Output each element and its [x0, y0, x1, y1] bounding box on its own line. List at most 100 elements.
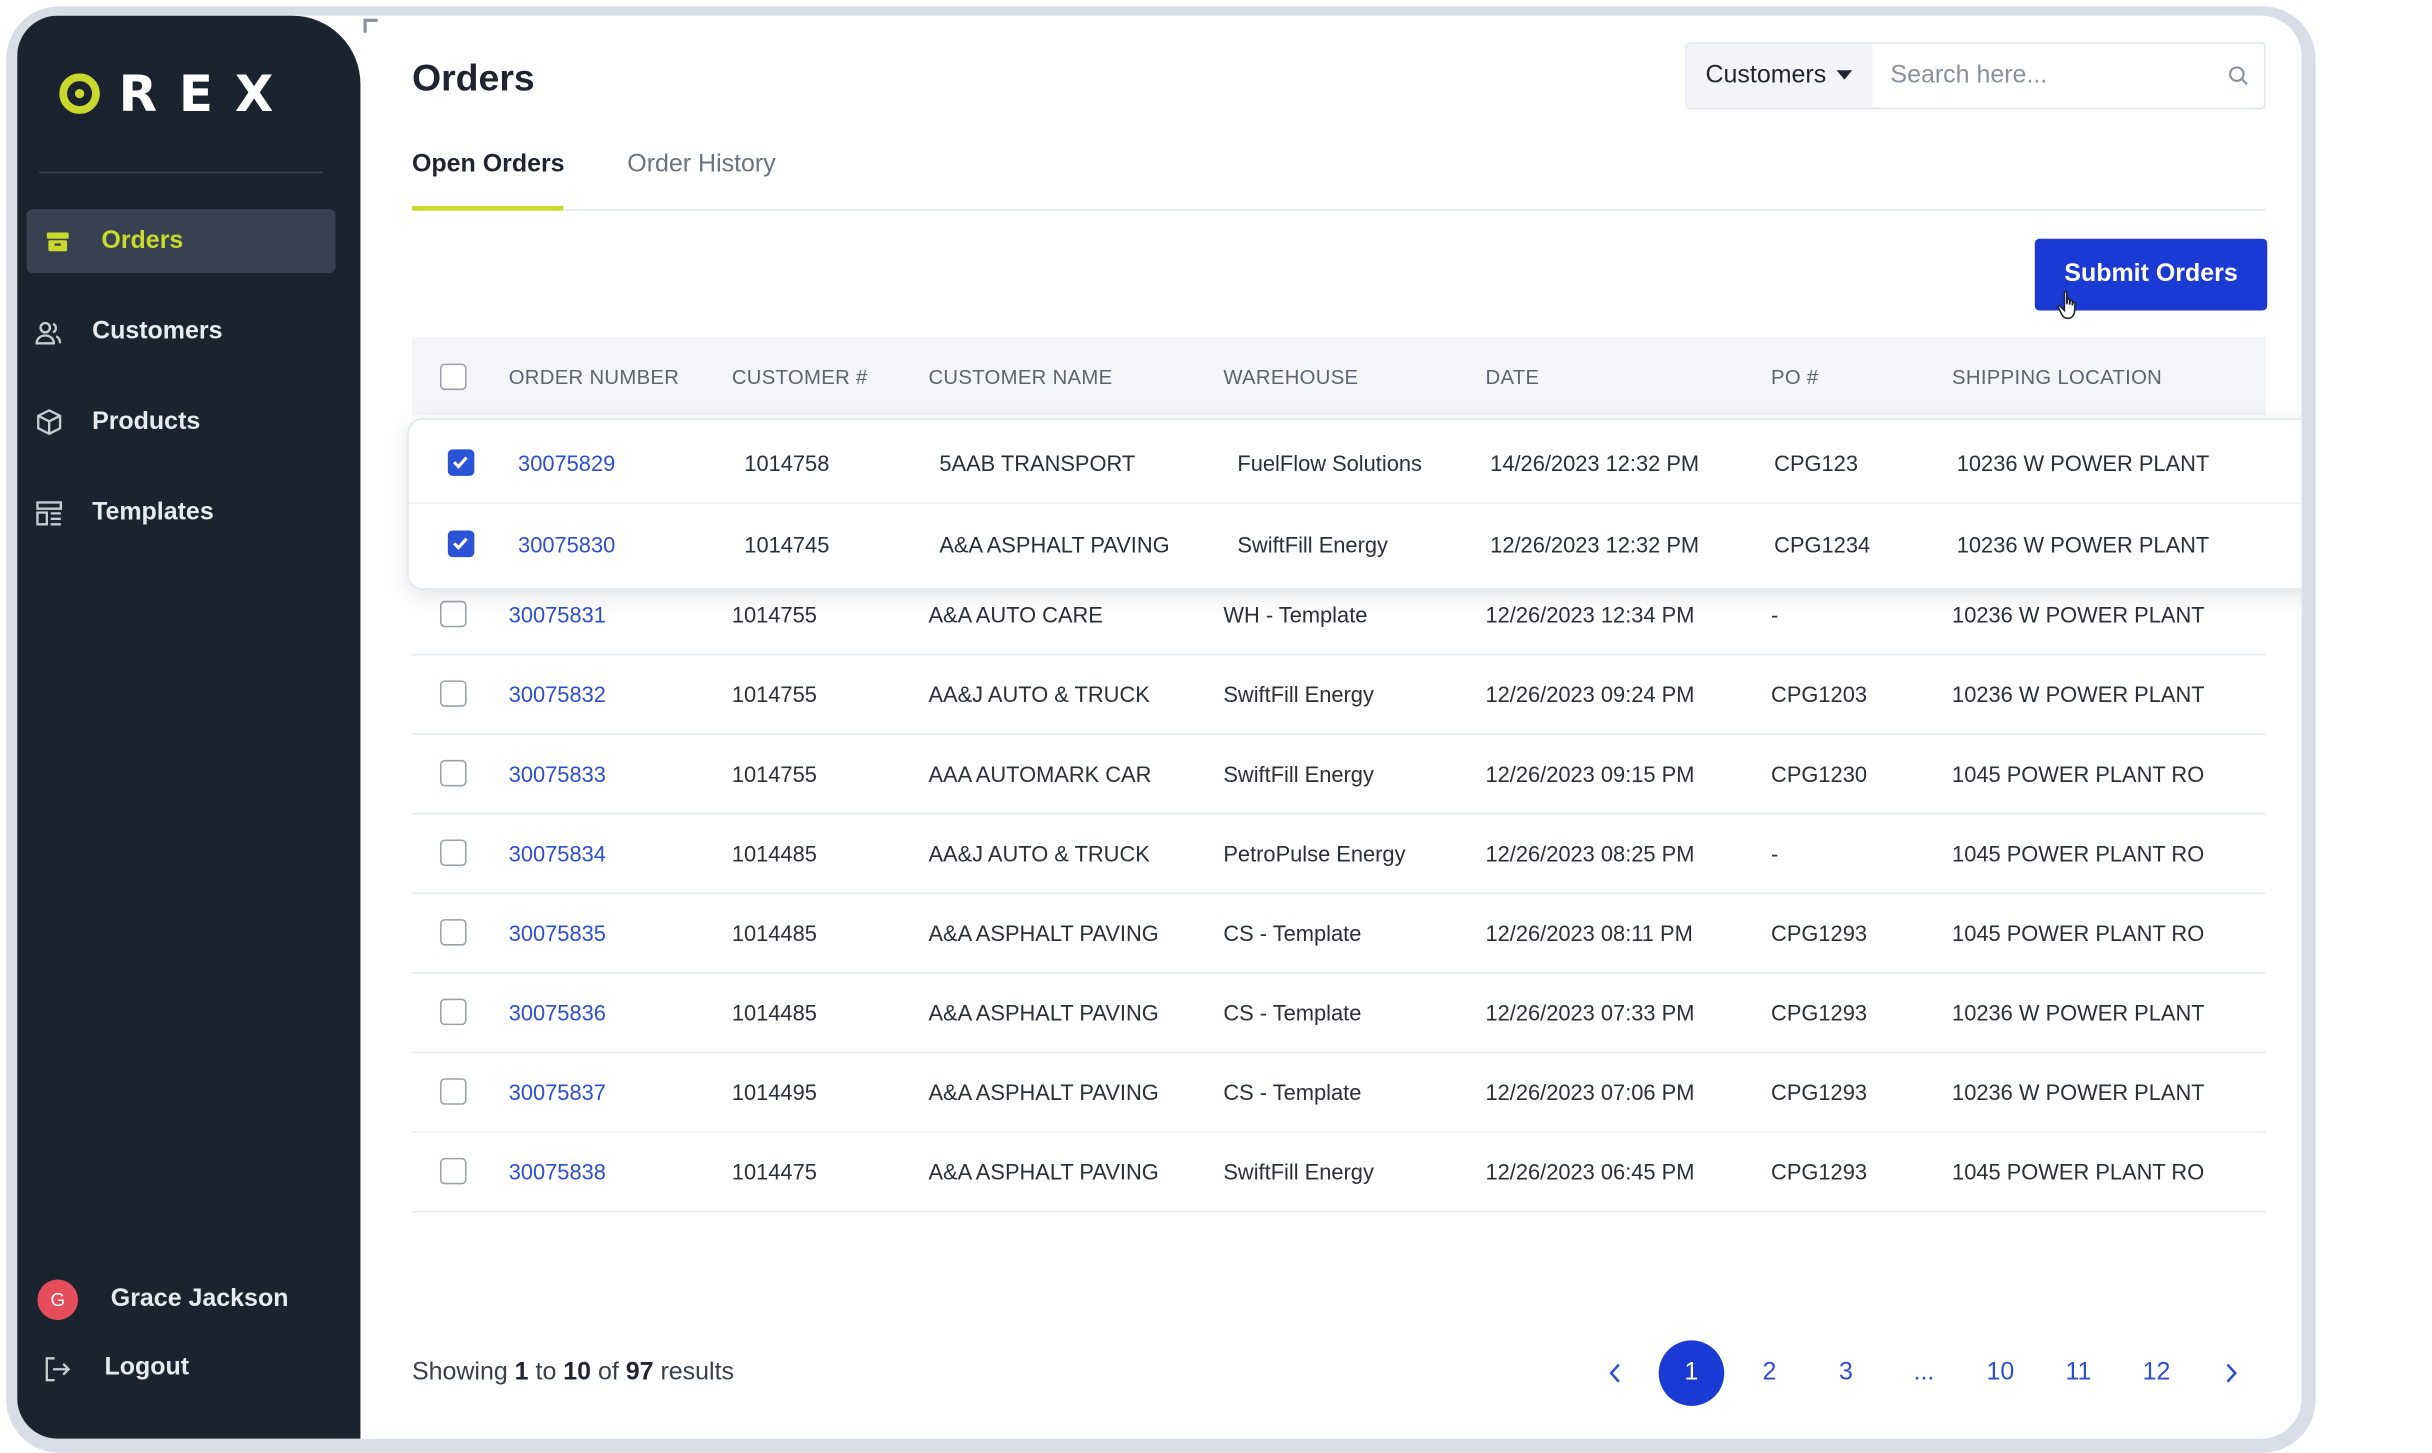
order-number-link[interactable]: 30075835: [508, 920, 606, 946]
order-number-link[interactable]: 30075836: [508, 1000, 606, 1026]
row-checkbox-checked[interactable]: [447, 530, 475, 558]
to-label: to: [535, 1359, 557, 1386]
customer-number: 1014485: [731, 1000, 817, 1026]
customer-number: 1014495: [731, 1079, 817, 1105]
results-summary: Showing 1 to 10 of 97 results: [412, 1359, 734, 1387]
table-row[interactable]: 30075838 1014475 A&A ASPHALT PAVING Swif…: [411, 1133, 2266, 1213]
customer-name: 5AAB TRANSPORT: [939, 450, 1136, 476]
order-date: 12/26/2023 12:32 PM: [1490, 532, 1700, 558]
shipping-location: 1045 POWER PLANT RO: [1952, 761, 2205, 787]
sidebar-item-label: Templates: [92, 498, 214, 526]
search-input[interactable]: [1871, 43, 2214, 108]
po-number: CPG1203: [1771, 681, 1867, 707]
orders-icon: [42, 225, 73, 256]
row-checkbox[interactable]: [440, 759, 467, 787]
app-logo[interactable]: REX: [59, 64, 295, 123]
sidebar-item-customers[interactable]: Customers: [27, 300, 336, 364]
page-button-active[interactable]: 1: [1658, 1340, 1725, 1406]
po-number: CPG1293: [1771, 1079, 1867, 1105]
customer-number: 1014475: [731, 1159, 817, 1185]
column-header[interactable]: PO #: [1771, 365, 1819, 389]
row-checkbox[interactable]: [440, 839, 467, 867]
table-row[interactable]: 30075837 1014495 A&A ASPHALT PAVING CS -…: [411, 1053, 2266, 1133]
customer-name: AA&J AUTO & TRUCK: [928, 841, 1150, 867]
table-row-selected[interactable]: 30075830 1014745 A&A ASPHALT PAVING Swif…: [409, 504, 2302, 588]
warehouse: CS - Template: [1223, 1000, 1362, 1026]
table-header: ORDER NUMBER CUSTOMER # CUSTOMER NAME WA…: [411, 337, 2266, 416]
page-button[interactable]: 10: [1986, 1359, 2015, 1386]
order-number-link[interactable]: 30075830: [518, 532, 616, 558]
sidebar-item-label: Orders: [101, 227, 184, 254]
results-to: 10: [563, 1359, 592, 1386]
page-button[interactable]: 2: [1762, 1359, 1777, 1386]
user-name: Grace Jackson: [110, 1285, 289, 1313]
table-row[interactable]: 30075836 1014485 A&A ASPHALT PAVING CS -…: [411, 974, 2266, 1054]
order-date: 12/26/2023 07:06 PM: [1485, 1079, 1695, 1105]
customer-name: A&A AUTO CARE: [928, 602, 1103, 628]
previous-page-button[interactable]: [1598, 1340, 1632, 1406]
row-checkbox[interactable]: [440, 998, 467, 1026]
tab-bar: Open Orders Order History: [411, 144, 2266, 211]
order-number-link[interactable]: 30075834: [508, 841, 606, 867]
customer-name: A&A ASPHALT PAVING: [928, 920, 1159, 946]
customer-name: AA&J AUTO & TRUCK: [928, 681, 1150, 707]
table-row[interactable]: 30075832 1014755 AA&J AUTO & TRUCK Swift…: [411, 655, 2266, 735]
customer-number: 1014755: [731, 761, 817, 787]
order-number-link[interactable]: 30075832: [508, 681, 606, 707]
customers-icon: [33, 316, 64, 347]
tab-open-orders[interactable]: Open Orders: [411, 151, 565, 178]
warehouse: SwiftFill Energy: [1237, 532, 1388, 558]
order-number-link[interactable]: 30075837: [508, 1079, 606, 1105]
chevron-right-icon: [2226, 1363, 2237, 1383]
column-header[interactable]: SHIPPING LOCATION: [1952, 365, 2163, 389]
column-header[interactable]: CUSTOMER #: [731, 365, 868, 389]
of-label: of: [597, 1359, 619, 1386]
selected-rows-card: 30075829 1014758 5AAB TRANSPORT FuelFlow…: [407, 418, 2302, 590]
order-number-link[interactable]: 30075831: [508, 602, 606, 628]
templates-icon: [33, 497, 64, 528]
select-all-checkbox[interactable]: [440, 363, 467, 391]
order-number-link[interactable]: 30075833: [508, 761, 606, 787]
table-row[interactable]: 30075833 1014755 AAA AUTOMARK CAR SwiftF…: [411, 735, 2266, 815]
sidebar-item-products[interactable]: Products: [27, 390, 336, 454]
table-row-selected[interactable]: 30075829 1014758 5AAB TRANSPORT FuelFlow…: [408, 420, 2302, 505]
tab-order-history[interactable]: Order History: [627, 151, 776, 178]
results-total: 97: [625, 1359, 654, 1386]
shipping-location: 10236 W POWER PLANT: [1956, 450, 2210, 476]
po-number: CPG1293: [1771, 1000, 1867, 1026]
sidebar-item-orders[interactable]: Orders: [26, 209, 336, 274]
order-number-link[interactable]: 30075838: [508, 1159, 606, 1185]
page-button[interactable]: 3: [1839, 1359, 1853, 1386]
row-checkbox[interactable]: [440, 600, 467, 628]
row-checkbox[interactable]: [440, 1157, 467, 1185]
column-header[interactable]: DATE: [1485, 365, 1540, 389]
customer-number: 1014755: [731, 681, 817, 707]
table-row[interactable]: 30075831 1014755 A&A AUTO CARE WH - Temp…: [411, 576, 2266, 656]
shipping-location: 10236 W POWER PLANT: [1956, 532, 2210, 558]
sidebar-item-templates[interactable]: Templates: [27, 481, 336, 545]
column-header[interactable]: CUSTOMER NAME: [928, 365, 1113, 389]
warehouse: CS - Template: [1223, 920, 1362, 946]
page-button[interactable]: 11: [2065, 1359, 2092, 1386]
column-header[interactable]: ORDER NUMBER: [508, 365, 680, 389]
row-checkbox[interactable]: [440, 680, 467, 707]
submit-orders-button[interactable]: Submit Orders: [2034, 238, 2268, 311]
search-scope-select[interactable]: Customers: [1686, 43, 1872, 108]
order-number-link[interactable]: 30075829: [518, 450, 616, 476]
sidebar-item-label: Products: [92, 408, 201, 435]
customer-name: A&A ASPHALT PAVING: [939, 532, 1170, 558]
row-checkbox-checked[interactable]: [447, 449, 475, 476]
search-icon[interactable]: [2213, 44, 2264, 108]
page-button[interactable]: 12: [2142, 1359, 2171, 1386]
column-header[interactable]: WAREHOUSE: [1223, 365, 1359, 389]
order-date: 12/26/2023 09:15 PM: [1485, 761, 1695, 787]
table-row[interactable]: 30075834 1014485 AA&J AUTO & TRUCK Petro…: [411, 815, 2266, 895]
row-checkbox[interactable]: [440, 919, 467, 946]
hand-cursor-icon: [2057, 290, 2082, 329]
row-checkbox[interactable]: [440, 1078, 467, 1105]
logout-button[interactable]: Logout: [44, 1354, 189, 1382]
order-date: 12/26/2023 07:33 PM: [1485, 1000, 1695, 1026]
user-profile[interactable]: G Grace Jackson: [37, 1279, 289, 1321]
table-row[interactable]: 30075835 1014485 A&A ASPHALT PAVING CS -…: [411, 894, 2266, 974]
next-page-button[interactable]: [2214, 1340, 2248, 1406]
